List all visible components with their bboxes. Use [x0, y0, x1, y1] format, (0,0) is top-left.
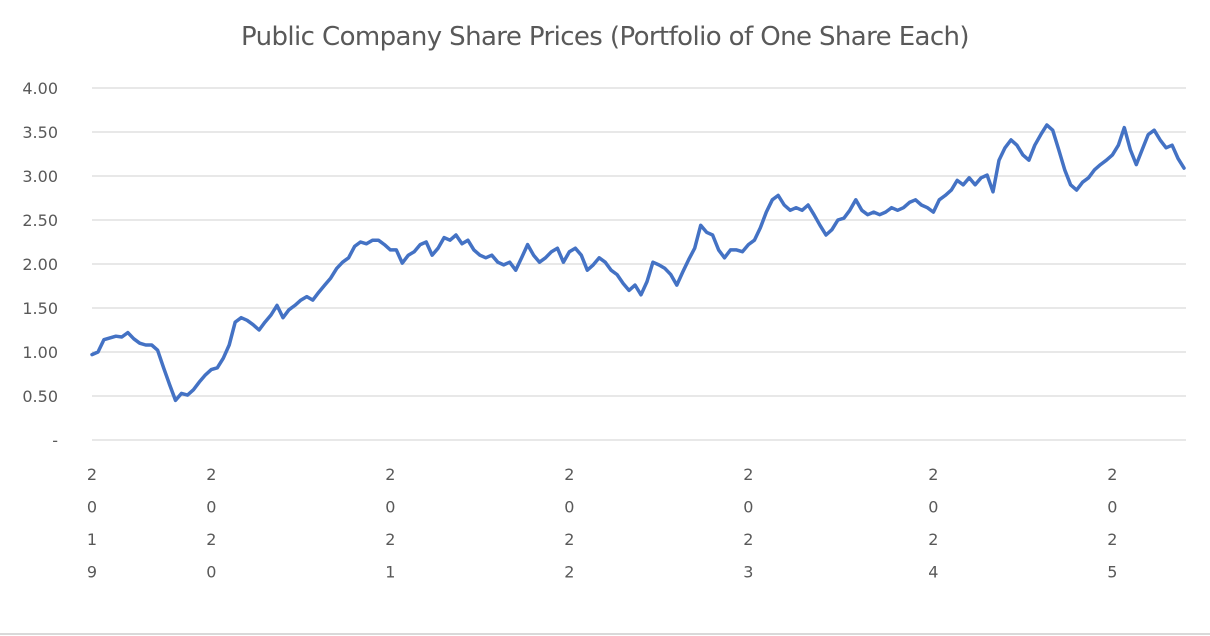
x-tick-label-char: 2 [1107, 465, 1117, 484]
x-tick-label-char: 9 [87, 563, 97, 582]
x-tick-label-char: 2 [743, 465, 753, 484]
x-tick-label-char: 0 [385, 498, 395, 517]
y-tick-label: 4.00 [22, 79, 58, 98]
x-tick-label-char: 2 [385, 530, 395, 549]
x-tick-label-char: 4 [928, 563, 938, 582]
gridlines [92, 87, 1186, 441]
y-tick-label: 3.50 [22, 123, 58, 142]
chart-title: Public Company Share Prices (Portfolio o… [241, 22, 970, 52]
x-tick-label-char: 2 [385, 465, 395, 484]
x-tick-label-char: 2 [928, 530, 938, 549]
x-tick-label-char: 0 [564, 498, 574, 517]
x-tick-label-char: 2 [87, 465, 97, 484]
y-tick-label: 1.50 [22, 299, 58, 318]
x-tick-label-char: 2 [206, 530, 216, 549]
x-tick-label-char: 2 [1107, 530, 1117, 549]
series-line-portfolio [90, 123, 1186, 403]
bottom-border [0, 633, 1210, 635]
series-lines [90, 123, 1186, 403]
y-tick-label: 2.00 [22, 255, 58, 274]
x-tick-label-char: 0 [206, 563, 216, 582]
x-tick-label-char: 2 [206, 465, 216, 484]
y-axis-tick-labels: - 0.50 1.00 1.50 2.00 2.50 3.00 3.50 4.00 [22, 79, 58, 450]
y-tick-label: - [52, 431, 58, 450]
x-tick-label-char: 3 [743, 563, 753, 582]
x-tick-label-char: 2 [564, 465, 574, 484]
y-tick-label: 3.00 [22, 167, 58, 186]
x-tick-label-char: 5 [1107, 563, 1117, 582]
x-tick-label-char: 2 [928, 465, 938, 484]
x-tick-label-char: 0 [928, 498, 938, 517]
y-tick-label: 0.50 [22, 387, 58, 406]
x-tick-label-char: 2 [743, 530, 753, 549]
x-tick-label-char: 0 [87, 498, 97, 517]
y-tick-label: 1.00 [22, 343, 58, 362]
x-tick-label-char: 1 [87, 530, 97, 549]
y-tick-label: 2.50 [22, 211, 58, 230]
x-tick-label-char: 1 [385, 563, 395, 582]
x-tick-label-char: 0 [1107, 498, 1117, 517]
x-tick-label-char: 0 [743, 498, 753, 517]
x-tick-label-char: 2 [564, 530, 574, 549]
x-tick-label-char: 0 [206, 498, 216, 517]
x-tick-label-char: 2 [564, 563, 574, 582]
